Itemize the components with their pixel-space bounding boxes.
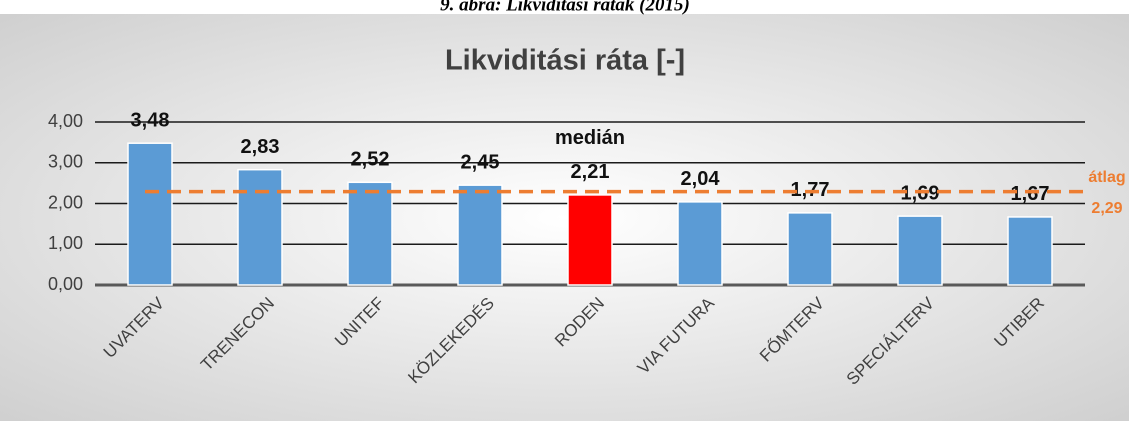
bar bbox=[347, 181, 393, 286]
annotation: medián bbox=[555, 127, 625, 149]
average-name: átlag bbox=[1088, 169, 1125, 186]
value-label: 2,21 bbox=[571, 161, 610, 183]
value-label: 1,67 bbox=[1011, 183, 1050, 205]
y-tick-label: 2,00 bbox=[48, 192, 83, 212]
bar bbox=[237, 168, 283, 286]
y-tick-label: 0,00 bbox=[48, 274, 83, 294]
bar bbox=[677, 201, 723, 286]
value-label: 2,83 bbox=[241, 136, 280, 158]
value-label: 2,45 bbox=[461, 151, 500, 173]
y-tick-label: 4,00 bbox=[48, 111, 83, 131]
y-tick-label: 1,00 bbox=[48, 233, 83, 253]
y-tick-label: 3,00 bbox=[48, 152, 83, 172]
bar bbox=[787, 212, 833, 286]
bar bbox=[897, 215, 943, 286]
bar bbox=[1007, 216, 1053, 286]
caption: 9. ábra: Likviditási ráták (2015) bbox=[440, 0, 690, 15]
chart-title: Likviditási ráta [-] bbox=[445, 45, 685, 77]
bar bbox=[127, 142, 173, 286]
value-label: 3,48 bbox=[131, 109, 170, 131]
average-label: 2,29 bbox=[1091, 200, 1122, 217]
bar bbox=[567, 194, 613, 286]
value-label: 2,52 bbox=[351, 149, 390, 171]
value-label: 2,04 bbox=[681, 168, 721, 190]
bar bbox=[457, 184, 503, 286]
